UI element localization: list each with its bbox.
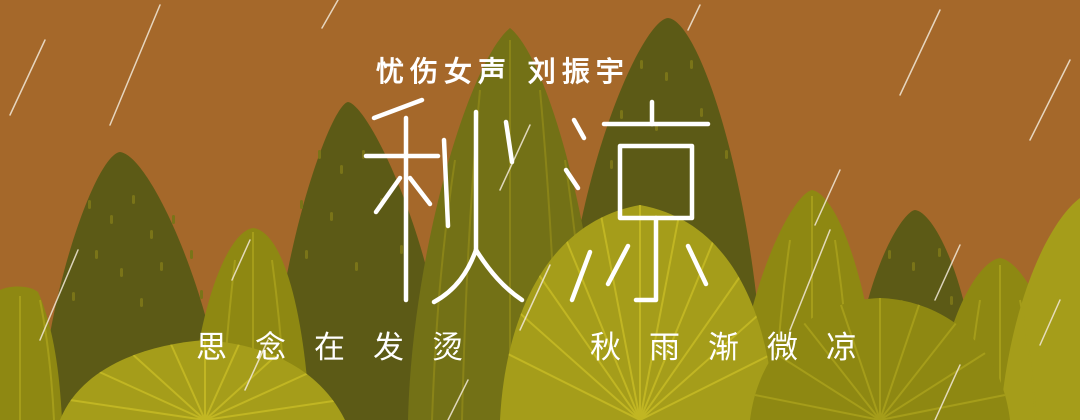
hill-icon: [0, 286, 62, 420]
rain-streak-icon: [789, 229, 831, 331]
rain-streak-icon: [1039, 299, 1061, 346]
rain-streak-icon: [447, 379, 469, 420]
rain-streak-icon: [39, 249, 79, 341]
rain-streak-icon: [519, 264, 551, 331]
hill-icon: [1000, 198, 1080, 420]
title-calligraphy: [363, 97, 711, 305]
rain-streak-icon: [9, 39, 46, 116]
rain-streak-icon: [499, 124, 531, 191]
rain-streak-icon: [934, 244, 961, 301]
hill-layer-fan: [60, 205, 1010, 420]
hill-dots: [72, 60, 953, 309]
rain-streak-icon: [899, 9, 941, 96]
rain-streak-icon: [1029, 59, 1071, 141]
title-char-qiu: [363, 97, 525, 305]
hill-icon: [270, 102, 450, 420]
rain-streak-icon: [109, 4, 161, 126]
subtitle: 忧伤女声 刘振宇: [376, 55, 630, 88]
rain-streak-icon: [687, 4, 701, 31]
rain-streak-icon: [244, 339, 269, 391]
rain: [9, 0, 1071, 420]
rain-streak-icon: [814, 169, 841, 226]
rain-streak-icon: [231, 239, 251, 281]
rain-streak-icon: [321, 0, 339, 29]
rain-streak-icon: [934, 364, 961, 420]
lyric-line-right: 秋雨渐微凉: [590, 330, 885, 366]
hill-icon: [60, 340, 345, 420]
lyric-line-left: 思念在发烫: [196, 330, 491, 366]
title-char-liang: [563, 99, 711, 303]
